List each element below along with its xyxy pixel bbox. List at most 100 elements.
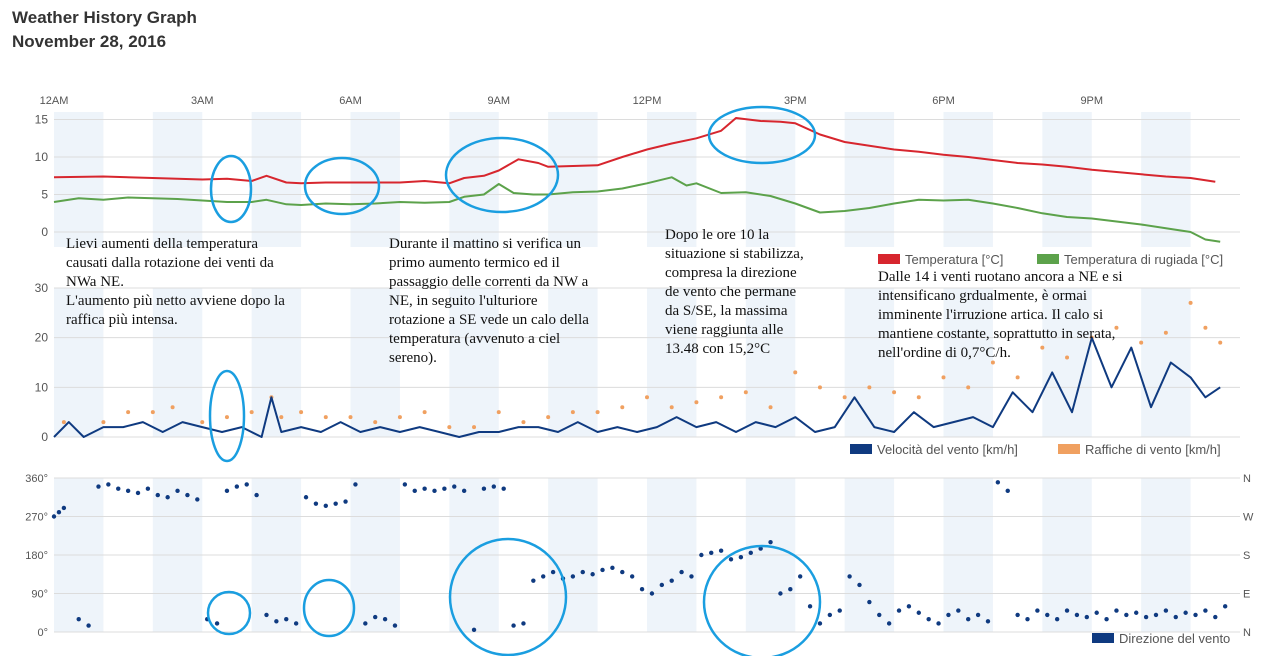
wind-direction-point (1163, 608, 1169, 613)
wind-direction-point (1104, 616, 1109, 622)
time-band (54, 112, 104, 247)
wind-direction-point (768, 539, 773, 545)
wind-gust-point (1203, 325, 1208, 330)
wind-gust-point (279, 415, 284, 420)
wind-gust-point (1114, 325, 1119, 330)
wind-direction-point (659, 582, 665, 588)
wind-direction-point (1222, 604, 1228, 609)
time-band (844, 112, 895, 247)
wind-direction-point (1153, 612, 1159, 618)
wind-direction-point (185, 492, 190, 498)
wind-direction-point (1084, 614, 1090, 620)
wind-direction-point (274, 619, 279, 624)
wind-direction-point (214, 621, 220, 626)
wind-direction-point (1054, 616, 1060, 622)
wind-direction-point (56, 510, 62, 515)
wind-direction-point (461, 488, 467, 494)
wind-gust-point (1139, 340, 1144, 345)
wind-direction-point (728, 557, 734, 562)
wind-gust-point (1163, 330, 1168, 335)
time-axis-label: 12PM (633, 95, 662, 107)
wind-direction-point (373, 614, 378, 620)
wind-gust-point (941, 375, 946, 380)
wind-direction-point (1193, 612, 1198, 618)
wind-direction-point (175, 488, 180, 494)
time-band (1141, 288, 1191, 437)
y-tick-label: 90° (31, 589, 48, 601)
wind-direction-point (827, 612, 833, 618)
time-axis-label: 3PM (784, 95, 807, 107)
wind-direction-point (541, 574, 546, 579)
wind-gust-point (496, 410, 501, 415)
y-tick-label: 10 (35, 380, 49, 394)
annotation-night: Lievi aumenti della temperatura causati … (66, 236, 285, 328)
wind-direction-point (610, 565, 615, 571)
wind-direction-point (442, 486, 447, 491)
wind-direction-point (116, 486, 121, 491)
wind-direction-point (778, 591, 783, 596)
legend-wind-gust-label: Raffiche di vento [km/h] (1085, 442, 1221, 457)
wind-direction-point (550, 569, 556, 575)
wind-direction-point (343, 499, 348, 504)
time-band (152, 288, 203, 437)
chart-title-block: Weather History Graph November 28, 2016 (12, 6, 197, 54)
wind-gust-point (200, 420, 205, 425)
wind-direction-point (333, 501, 338, 506)
wind-direction-point (956, 608, 961, 613)
time-axis-label: 6AM (339, 95, 362, 107)
legend-wind-direction-swatch (1092, 633, 1114, 643)
time-band (1141, 112, 1191, 247)
wind-direction-point (1094, 610, 1099, 615)
wind-gust-point (150, 410, 155, 415)
wind-direction-point (1025, 616, 1030, 622)
wind-gust-point (61, 420, 66, 425)
wind-direction-point (1045, 612, 1050, 618)
wind-gust-point (694, 400, 699, 405)
wind-direction-point (639, 587, 645, 592)
wind-direction-point (1005, 488, 1010, 494)
time-band (745, 288, 796, 437)
time-band (548, 112, 598, 247)
wind-direction-point (946, 612, 951, 618)
wind-direction-point (422, 486, 427, 491)
wind-gust-point (719, 395, 724, 400)
wind-direction-point (995, 480, 1001, 485)
wind-gust-point (867, 385, 872, 390)
y-tick-label: 0 (41, 225, 48, 239)
wind-direction-point (857, 582, 862, 588)
wind-direction-point (788, 587, 793, 592)
wind-direction-point (877, 612, 882, 618)
annotation-circle (448, 537, 568, 656)
y-tick-label-compass: E (1243, 589, 1250, 601)
time-band (350, 288, 400, 437)
annotation-midday: Dopo le ore 10 la situazione si stabiliz… (665, 227, 804, 357)
wind-direction-point (1074, 612, 1080, 618)
wind-direction-point (313, 501, 319, 506)
wind-direction-point (501, 486, 506, 491)
wind-direction-point (86, 623, 91, 628)
wind-gust-point (892, 390, 897, 395)
wind-direction-point (224, 488, 230, 494)
annotation-morning: Durante il mattino si verifica un primo … (389, 236, 589, 366)
wind-direction-point (195, 497, 200, 502)
wind-direction-point (580, 569, 585, 575)
wind-direction-point (590, 572, 595, 577)
wind-gust-point (422, 410, 427, 415)
wind-direction-point (669, 578, 674, 583)
wind-direction-point (284, 616, 289, 622)
wind-direction-point (748, 550, 753, 556)
time-band (350, 112, 400, 247)
wind-direction-point (817, 621, 823, 626)
wind-direction-point (926, 616, 931, 622)
wind-direction-point (896, 608, 902, 613)
time-axis-label: 6PM (932, 95, 955, 107)
chart-date: November 28, 2016 (12, 32, 167, 51)
dewpoint-line (53, 176, 1221, 243)
wind-direction-point (709, 550, 714, 556)
wind-gust-point (249, 410, 254, 415)
wind-gust-point (916, 395, 921, 400)
wind-gust-point (793, 370, 798, 375)
legend-dewpoint-swatch (1037, 254, 1059, 264)
chart-title: Weather History Graph (12, 8, 197, 27)
wind-gust-point (570, 410, 575, 415)
